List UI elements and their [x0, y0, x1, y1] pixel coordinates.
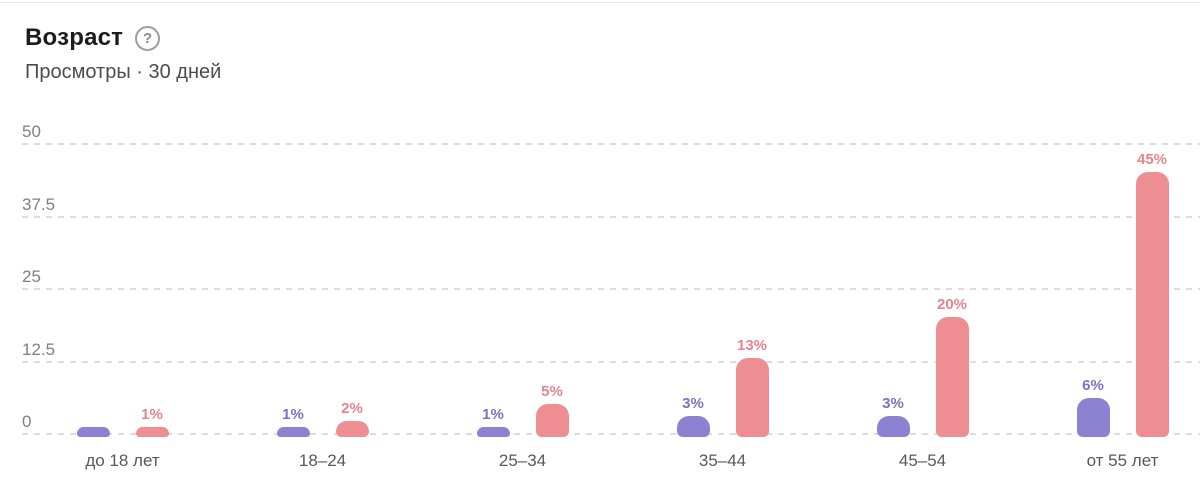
bar-pink-от 55 лет[interactable] [1135, 172, 1169, 437]
bar-value-label: 6% [1082, 377, 1104, 395]
bar-purple-до 18 лет[interactable] [76, 427, 110, 437]
gridline [22, 433, 1200, 435]
bar-pink-18–24[interactable] [335, 421, 369, 437]
bar-pink-35–44[interactable] [735, 357, 769, 437]
gridline [22, 288, 1200, 290]
y-axis-tick-label: 0 [22, 412, 32, 431]
chart-header: Возраст ? Просмотры · 30 дней [25, 24, 221, 84]
help-icon[interactable]: ? [135, 25, 161, 51]
bar-value-label: 1% [282, 406, 304, 423]
gridline [22, 215, 1200, 218]
y-axis-tick-label: 50 [22, 122, 41, 141]
bar-value-label: 1% [141, 406, 163, 423]
bar-pink-до 18 лет[interactable] [135, 427, 169, 437]
bar-value-label: 1% [482, 406, 504, 423]
bar-pink-45–54[interactable] [935, 317, 969, 437]
bar-purple-45–54[interactable] [876, 415, 910, 437]
bar-value-label: 3% [882, 394, 904, 412]
bar-pink-25–34[interactable] [535, 404, 569, 437]
page-title: Возраст [25, 24, 124, 51]
y-axis-tick-label: 37.5 [22, 194, 56, 214]
bar-purple-от 55 лет[interactable] [1076, 398, 1110, 437]
y-axis-tick-label: 25 [22, 267, 41, 286]
bar-value-label: 13% [736, 336, 768, 354]
gridline [22, 360, 1200, 363]
x-axis-category-label: 18–24 [298, 451, 347, 470]
x-axis-category-label: 45–54 [898, 451, 947, 470]
bar-purple-25–34[interactable] [476, 427, 510, 437]
bar-value-label: 20% [936, 296, 968, 313]
bar-purple-18–24[interactable] [276, 427, 310, 437]
x-axis-category-label: от 55 лет [1086, 451, 1159, 470]
bar-purple-35–44[interactable] [676, 415, 710, 437]
bar-value-label: 2% [341, 400, 363, 418]
y-axis-tick-label: 12.5 [22, 339, 56, 359]
bar-value-label: 5% [541, 383, 563, 400]
gridline [22, 143, 1200, 145]
bar-value-label: 45% [1136, 151, 1168, 168]
x-axis-category-label: 35–44 [698, 451, 747, 470]
x-axis-category-label: до 18 лет [85, 451, 160, 470]
x-axis-category-label: 25–34 [498, 451, 547, 470]
chart-subtitle: Просмотры · 30 дней [25, 61, 222, 83]
panel-top-divider [0, 2, 1200, 3]
bar-value-label: 3% [682, 394, 704, 412]
